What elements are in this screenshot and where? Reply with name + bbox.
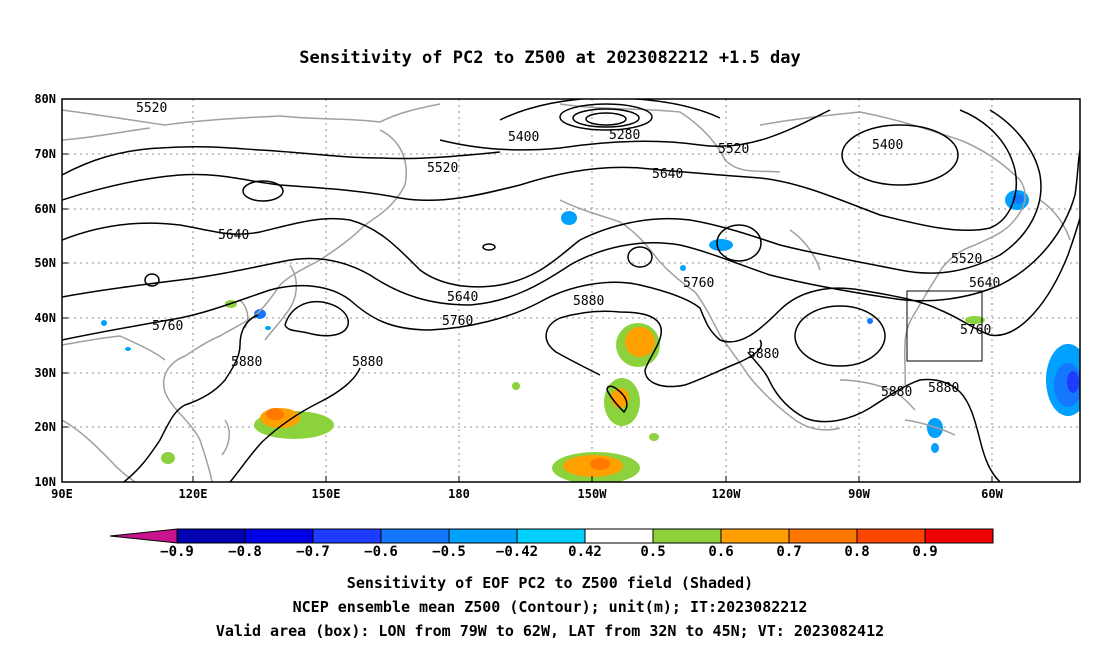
caption-line-2: NCEP ensemble mean Z500 (Contour); unit(… <box>292 598 808 616</box>
colorbar-cell <box>244 528 314 544</box>
caption-line-3: Valid area (box): LON from 79W to 62W, L… <box>215 622 885 640</box>
colorbar-low-end <box>109 528 178 544</box>
contour-label: 5880 <box>748 347 779 362</box>
longitude-labels: 90E 120E 150E 180 150W 120W 90W 60W <box>51 487 1003 501</box>
contour-label: 5640 <box>447 290 478 305</box>
contour-label: 5880 <box>231 355 262 370</box>
contour-label: 5520 <box>718 142 749 157</box>
lat-label: 30N <box>34 366 56 380</box>
contour-label: 5520 <box>951 252 982 267</box>
lat-label: 40N <box>34 311 56 325</box>
contour-label: 5880 <box>881 385 912 400</box>
colorbar-label: 0.5 <box>640 544 665 560</box>
grid-lines <box>62 99 1080 482</box>
colorbar-label: 0.9 <box>912 544 937 560</box>
lat-label: 50N <box>34 256 56 270</box>
colorbar-label: −0.42 <box>496 544 538 560</box>
colorbar-cell <box>448 528 518 544</box>
colorbar-cell <box>652 528 722 544</box>
z500-contours[interactable] <box>62 98 1080 485</box>
colorbar-label: 0.42 <box>568 544 602 560</box>
lon-label: 150E <box>312 487 341 501</box>
caption-line-1: Sensitivity of EOF PC2 to Z500 field (Sh… <box>346 574 754 592</box>
contour-label: 5280 <box>609 128 640 143</box>
colorbar-label: −0.6 <box>364 544 398 560</box>
colorbar-cell <box>380 528 450 544</box>
lat-label: 60N <box>34 202 56 216</box>
colorbar-cell <box>720 528 790 544</box>
colorbar-label: 0.8 <box>844 544 869 560</box>
colorbar-cell <box>584 528 654 544</box>
colorbar-cell <box>312 528 382 544</box>
colorbar-cell <box>788 528 858 544</box>
colorbar-cell <box>176 528 246 544</box>
contour-label: 5400 <box>872 138 903 153</box>
contour-label: 5760 <box>442 314 473 329</box>
plot-title: Sensitivity of PC2 to Z500 at 2023082212… <box>299 48 801 68</box>
lat-label: 10N <box>34 475 56 489</box>
contour-label: 5640 <box>218 228 249 243</box>
coastlines <box>62 103 1071 482</box>
colorbar: −0.9 −0.8 −0.7 −0.6 −0.5 −0.42 0.42 0.5 0.6 0.7 0.… <box>109 528 994 560</box>
colorbar-label: −0.9 <box>160 544 194 560</box>
contour-labels: 5520 5400 5280 5520 5520 5400 5640 5640 … <box>136 101 1000 400</box>
lon-label: 150W <box>578 487 608 501</box>
contour-label: 5760 <box>683 276 714 291</box>
contour-label: 5880 <box>352 355 383 370</box>
lat-label: 20N <box>34 420 56 434</box>
colorbar-label: −0.7 <box>296 544 330 560</box>
lat-label: 70N <box>34 147 56 161</box>
contour-label: 5640 <box>969 276 1000 291</box>
contour-label: 5880 <box>928 381 959 396</box>
colorbar-cell <box>924 528 994 544</box>
contour-label: 5520 <box>136 101 167 116</box>
contour-label: 5760 <box>152 319 183 334</box>
contour-label: 5400 <box>508 130 539 145</box>
lon-label: 120W <box>712 487 742 501</box>
colorbar-label: −0.5 <box>432 544 466 560</box>
contour-label: 5760 <box>960 323 991 338</box>
colorbar-label: −0.8 <box>228 544 262 560</box>
lon-label: 180 <box>448 487 470 501</box>
contour-label: 5520 <box>427 161 458 176</box>
lon-label: 90W <box>848 487 870 501</box>
contour-label: 5640 <box>652 167 683 182</box>
colorbar-cell <box>516 528 586 544</box>
colorbar-cell <box>856 528 926 544</box>
lat-label: 80N <box>34 92 56 106</box>
lon-label: 60W <box>981 487 1003 501</box>
colorbar-label: 0.6 <box>708 544 733 560</box>
latitude-labels: 80N 70N 60N 50N 40N 30N 20N 10N <box>34 92 56 489</box>
lon-label: 120E <box>179 487 208 501</box>
contour-label: 5880 <box>573 294 604 309</box>
map-border <box>61 98 1081 483</box>
colorbar-label: 0.7 <box>776 544 801 560</box>
lon-label: 90E <box>51 487 73 501</box>
valid-area-box[interactable] <box>906 290 983 362</box>
axis-ticks <box>62 98 993 482</box>
